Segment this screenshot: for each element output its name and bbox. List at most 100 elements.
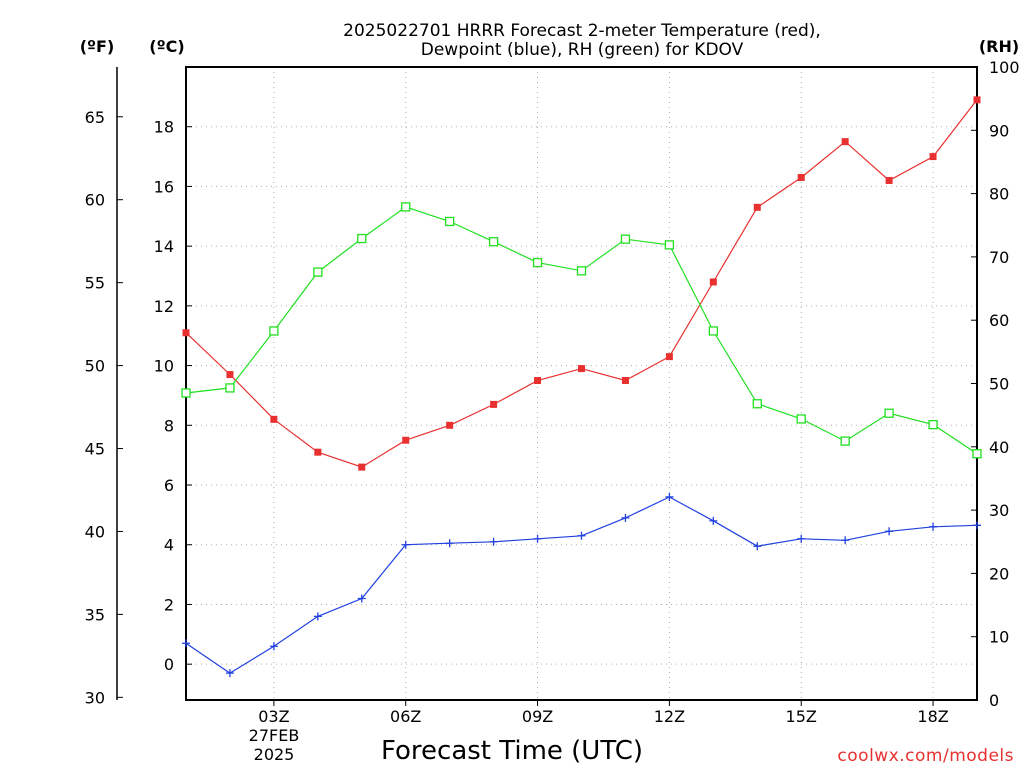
rh-point [576,266,587,276]
celsius-tick-label: 4 [164,536,174,555]
temperature-point [841,138,849,146]
dewpoint-point [401,540,410,549]
dewpoint-line [185,496,978,674]
temperature-point [270,415,278,423]
rh-tick-label: 80 [989,185,1009,204]
fahrenheit-tick-label: 45 [85,440,105,459]
rh-point [796,414,806,424]
fahrenheit-tick-label: 50 [85,357,105,376]
rh-point [532,257,543,268]
fahrenheit-tick-label: 55 [85,274,105,293]
rh-tick-label: 30 [989,501,1009,520]
celsius-tick-label: 18 [154,118,174,137]
rh-tick-label: 50 [989,375,1009,394]
temperature-point [490,400,498,408]
fahrenheit-tick-label: 35 [85,605,105,624]
x-tick-label: 06Z [390,707,421,726]
chart-title-line-1: 2025022701 HRRR Forecast 2-meter Tempera… [343,21,821,41]
celsius-tick-label: 16 [154,177,174,196]
dewpoint-point [313,612,322,621]
date-label-day: 27FEB [249,726,300,745]
temperature-point [314,448,322,456]
rh-point [664,240,675,250]
rh-point [620,234,631,244]
temperature-line [185,99,978,468]
rh-line [185,206,978,455]
fahrenheit-unit-label: (ºF) [80,37,115,56]
dewpoint-point [489,537,498,546]
temperature-point [621,377,629,385]
rh-tick-label: 100 [989,58,1020,77]
rh-point [884,408,894,418]
temperature-point [929,153,937,161]
dewpoint-point [929,522,938,531]
temperature-point [709,278,717,286]
fahrenheit-tick-label: 30 [85,688,105,707]
dewpoint-point [445,539,454,548]
date-label-year: 2025 [254,745,295,764]
temperature-point [534,377,542,385]
dewpoint-point [665,492,674,501]
dewpoint-point [973,521,981,530]
x-tick-label: 09Z [522,707,553,726]
temperature-point [402,436,410,444]
fahrenheit-tick-label: 60 [85,191,105,210]
rh-point [357,233,367,244]
grid [186,67,977,700]
dewpoint-point [225,669,234,678]
temperature-point [358,463,366,471]
rh-point [840,436,850,446]
rh-tick-label: 0 [989,691,999,710]
celsius-unit-label: (ºC) [149,37,184,56]
rh-point [401,202,411,212]
dewpoint-point [885,527,894,536]
axes: 0 2 4 6 8 10 12 14 16 18 03Z 06Z 09Z 12Z 15Z 18Z 30 35 40 4… [85,58,1020,726]
rh-point [313,267,323,277]
rh-point [488,237,499,247]
series-layer [181,96,982,678]
rh-point [445,216,455,227]
temperature-point [885,176,893,184]
rh-point [972,449,982,459]
rh-tick-label: 40 [989,438,1009,457]
plot-frame [185,66,978,701]
temperature-point [446,421,454,429]
dewpoint-point [182,639,190,648]
dewpoint-point [797,534,806,543]
celsius-tick-label: 6 [164,476,174,495]
rh-tick-label: 90 [989,121,1009,140]
x-tick-label: 12Z [654,707,685,726]
temperature-point [182,329,190,337]
temperature-point [973,96,981,104]
temperature-point [578,365,585,373]
rh-point [752,399,762,409]
rh-point [928,419,938,430]
rh-tick-label: 60 [989,311,1009,330]
rh-point [225,383,235,393]
dewpoint-point [709,516,718,525]
dewpoint-point [357,594,366,603]
fahrenheit-tick-label: 40 [85,522,105,541]
rh-point [181,388,191,398]
temperature-point [753,203,761,211]
rh-point [269,326,279,336]
rh-tick-label: 20 [989,564,1009,583]
dewpoint-point [621,513,630,522]
rh-unit-label: (RH) [979,37,1019,56]
temperature-point [226,371,234,379]
celsius-tick-label: 12 [154,297,174,316]
rh-tick-label: 10 [989,628,1009,647]
temperature-point [797,173,805,181]
celsius-tick-label: 10 [154,357,174,376]
x-tick-label: 03Z [258,707,289,726]
credit-text: coolwx.com/models [837,746,1014,766]
dewpoint-point [577,531,586,540]
dewpoint-point [753,542,762,551]
rh-tick-label: 70 [989,248,1009,267]
temperature-point [665,353,673,361]
x-tick-label: 15Z [786,707,817,726]
fahrenheit-tick-label: 65 [85,108,105,127]
celsius-tick-label: 2 [164,595,174,614]
celsius-tick-label: 0 [164,655,174,674]
